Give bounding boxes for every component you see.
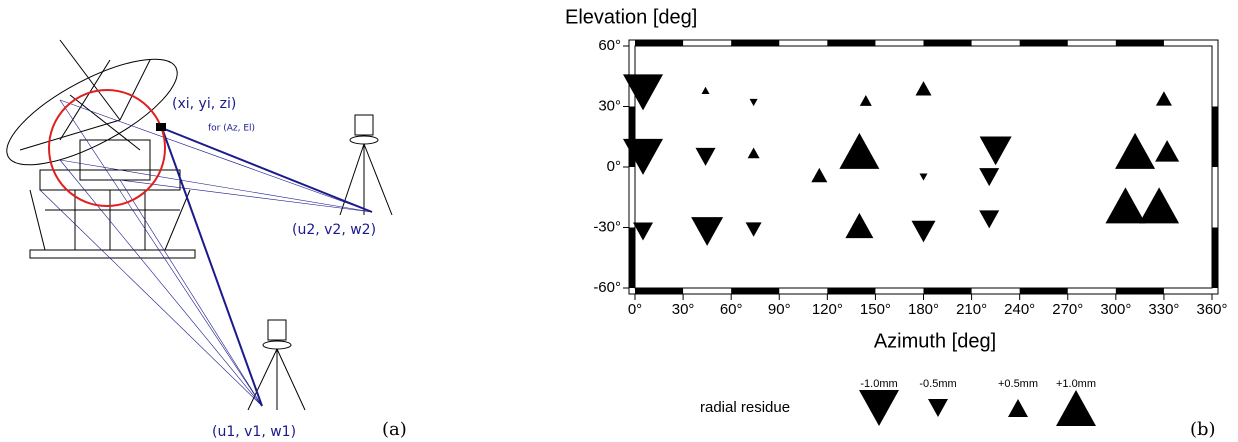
residue-marker <box>623 74 664 111</box>
target-circle <box>48 89 166 207</box>
legend-title: radial residue <box>700 399 790 416</box>
legend-marker <box>928 399 948 417</box>
x-tick-label: 300° <box>1100 301 1131 318</box>
residue-marker <box>845 212 874 239</box>
residue-marker <box>859 95 872 106</box>
x-tick-label: 30° <box>672 301 695 318</box>
frame-bar <box>731 40 780 46</box>
residue-marker <box>911 220 936 243</box>
residue-marker <box>919 173 928 181</box>
residue-marker <box>979 136 1012 166</box>
frame-bar <box>923 40 972 46</box>
frame-bar <box>1212 227 1218 288</box>
y-tick-label: -60° <box>593 279 621 296</box>
reflector-note: for (Az, El) <box>208 124 255 134</box>
frame-bar <box>1212 106 1218 167</box>
measurement-lines <box>39 99 373 407</box>
x-tick-label: 0° <box>628 301 642 318</box>
residue-marker <box>1105 187 1146 224</box>
chart: 0° 30° 60° 90° 120° 150° 180° 210° 240° 270° 300° 3… <box>593 37 1228 426</box>
panel-label: (a) <box>382 419 407 440</box>
reflector-label: (xi, yi, zi) <box>172 96 236 112</box>
legend-label: +0.5mm <box>998 378 1038 390</box>
x-tick-label: 270° <box>1052 301 1083 318</box>
station-label: (u2, v2, w2) <box>292 222 376 238</box>
residue-marker <box>1115 132 1156 169</box>
y-axis-title: Elevation [deg] <box>565 6 697 28</box>
residue-marker <box>749 98 758 107</box>
panel-label: (b) <box>1190 419 1216 440</box>
legend-marker <box>1056 390 1096 426</box>
y-tick-label: 60° <box>598 37 621 54</box>
x-tick-label: 180° <box>908 301 939 318</box>
residue-marker <box>811 167 828 183</box>
residue-marker <box>701 86 710 94</box>
frame-bar <box>635 288 684 294</box>
residue-marker <box>1155 91 1172 106</box>
x-tick-label: 330° <box>1148 301 1179 318</box>
residue-marker <box>695 147 716 166</box>
residue-marker <box>979 168 1000 187</box>
frame-bar <box>827 288 876 294</box>
frame-bar <box>1019 40 1068 46</box>
residue-marker <box>1139 187 1180 224</box>
legend-label: -0.5mm <box>919 378 956 390</box>
residue-marker <box>839 132 880 169</box>
x-tick-label: 360° <box>1196 301 1227 318</box>
x-tick-label: 120° <box>812 301 843 318</box>
legend-label: -1.0mm <box>860 378 897 390</box>
residue-marker <box>633 222 654 241</box>
frame-bar <box>1115 288 1164 294</box>
legend-marker <box>1008 399 1028 417</box>
frame-bar <box>1115 40 1164 46</box>
frame-bar <box>923 288 972 294</box>
x-axis-title: Azimuth [deg] <box>874 330 996 352</box>
frame-bar <box>827 40 876 46</box>
legend-label: +1.0mm <box>1056 378 1096 390</box>
residue-marker <box>915 81 932 96</box>
y-tick-label: 0° <box>607 158 621 175</box>
frame-bar <box>731 288 780 294</box>
y-tick-label: 30° <box>598 97 621 114</box>
x-tick-label: 60° <box>720 301 743 318</box>
station-label: (u1, v1, w1) <box>212 424 296 440</box>
frame-bar <box>1019 288 1068 294</box>
residue-marker <box>979 210 1000 229</box>
residue-marker <box>691 217 724 246</box>
residue-marker <box>747 147 760 159</box>
residue-marker <box>623 138 664 175</box>
x-tick-label: 210° <box>956 301 987 318</box>
frame-bar <box>629 227 635 288</box>
legend-marker <box>859 390 899 426</box>
x-tick-label: 90° <box>768 301 791 318</box>
frame-bar <box>635 40 684 46</box>
reflector <box>156 123 166 131</box>
residue-marker <box>745 222 762 237</box>
x-tick-label: 240° <box>1004 301 1035 318</box>
frame-bar <box>629 106 635 167</box>
y-tick-label: -30° <box>593 218 621 235</box>
x-tick-label: 150° <box>860 301 891 318</box>
residue-marker <box>1155 140 1180 162</box>
